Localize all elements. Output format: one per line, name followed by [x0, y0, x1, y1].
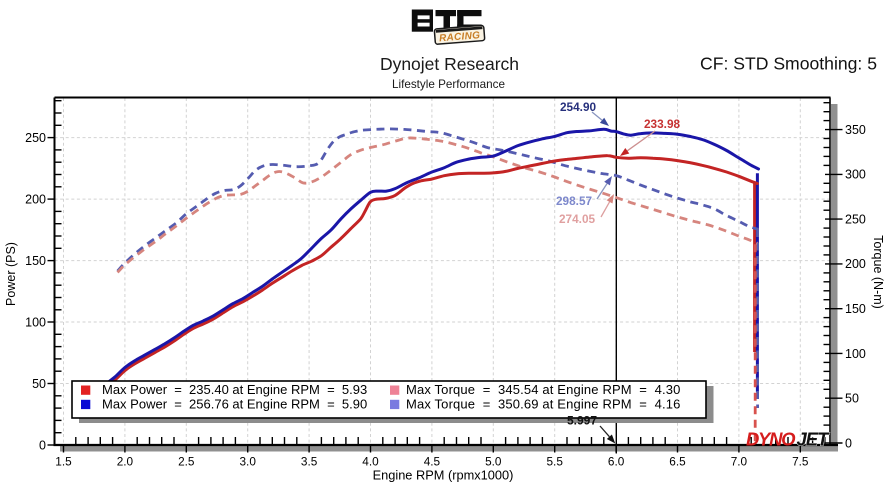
- svg-text:3.5: 3.5: [301, 455, 318, 469]
- svg-text:DYNO: DYNO: [746, 429, 796, 450]
- svg-text:50: 50: [845, 392, 859, 406]
- svg-text:CF: STD Smoothing: 5: CF: STD Smoothing: 5: [700, 54, 877, 74]
- svg-text:6.5: 6.5: [669, 455, 686, 469]
- svg-text:Max Power = 256.76 at Engine: Max Power = 256.76 at Engine RPM = 5.90: [102, 397, 367, 412]
- svg-text:2.5: 2.5: [178, 455, 195, 469]
- svg-text:Max Torque = 345.54 at Engin: Max Torque = 345.54 at Engine RPM = 4.30: [406, 382, 680, 397]
- svg-text:200: 200: [845, 257, 866, 271]
- svg-text:298.57: 298.57: [556, 194, 593, 208]
- svg-text:3.0: 3.0: [239, 455, 256, 469]
- svg-text:6.0: 6.0: [608, 455, 625, 469]
- svg-text:233.98: 233.98: [644, 117, 681, 131]
- svg-text:200: 200: [25, 192, 46, 206]
- svg-text:Engine RPM (rpmx1000): Engine RPM (rpmx1000): [373, 468, 514, 483]
- svg-text:5.0: 5.0: [485, 455, 502, 469]
- svg-text:RACING: RACING: [439, 30, 481, 44]
- svg-text:100: 100: [25, 315, 46, 329]
- svg-text:4.5: 4.5: [424, 455, 441, 469]
- svg-text:Power (PS): Power (PS): [4, 242, 18, 306]
- svg-text:0: 0: [39, 438, 46, 452]
- svg-text:5.5: 5.5: [546, 455, 563, 469]
- svg-text:Torque (N-m): Torque (N-m): [871, 235, 885, 309]
- svg-text:274.05: 274.05: [559, 212, 596, 226]
- svg-text:50: 50: [32, 377, 46, 391]
- svg-text:1.5: 1.5: [55, 455, 72, 469]
- svg-text:300: 300: [845, 168, 866, 182]
- svg-text:7.0: 7.0: [731, 455, 748, 469]
- svg-text:350: 350: [845, 123, 866, 137]
- svg-text:2.0: 2.0: [117, 455, 134, 469]
- svg-text:150: 150: [25, 254, 46, 268]
- svg-text:5.997: 5.997: [567, 414, 597, 428]
- svg-text:4.0: 4.0: [362, 455, 379, 469]
- svg-text:Max Power = 235.40 at Engine: Max Power = 235.40 at Engine RPM = 5.93: [102, 382, 367, 397]
- svg-text:250: 250: [25, 131, 46, 145]
- svg-text:250: 250: [845, 212, 866, 226]
- svg-text:Max Torque = 350.69 at Engin: Max Torque = 350.69 at Engine RPM = 4.16: [406, 397, 680, 412]
- svg-text:7.5: 7.5: [792, 455, 809, 469]
- svg-text:0: 0: [845, 436, 852, 450]
- svg-text:Dynojet Research: Dynojet Research: [380, 54, 519, 74]
- svg-text:150: 150: [845, 302, 866, 316]
- svg-text:254.90: 254.90: [560, 100, 597, 114]
- svg-text:JET: JET: [797, 429, 831, 450]
- svg-text:Lifestyle Performance: Lifestyle Performance: [392, 78, 505, 91]
- svg-text:100: 100: [845, 347, 866, 361]
